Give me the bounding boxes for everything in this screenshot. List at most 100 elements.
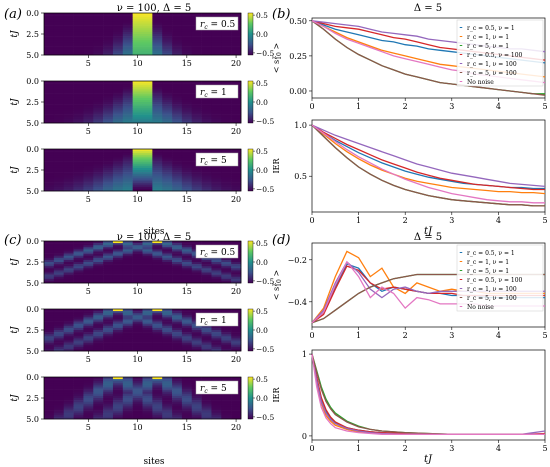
heat-cell xyxy=(162,336,173,339)
heat-cell xyxy=(231,340,242,343)
heat-cell xyxy=(132,13,143,16)
heat-cell xyxy=(172,383,183,386)
heat-cell xyxy=(103,340,114,343)
heat-cell xyxy=(172,21,183,24)
heat-cell xyxy=(152,272,163,275)
heat-cell xyxy=(191,398,202,401)
heat-cell xyxy=(231,44,242,47)
heat-cell xyxy=(73,280,84,284)
heat-cell xyxy=(181,27,193,31)
heat-cell xyxy=(93,102,104,105)
heat-cell xyxy=(231,412,242,416)
heat-cell xyxy=(112,334,124,337)
x-tick-label: 2 xyxy=(403,102,408,111)
heat-cell xyxy=(112,38,124,41)
heat-cell xyxy=(172,176,183,179)
heat-cell xyxy=(53,174,64,177)
heat-cell xyxy=(162,344,173,348)
heat-cell xyxy=(93,29,104,33)
heat-cell xyxy=(172,188,183,192)
heat-cell xyxy=(162,167,173,171)
heat-cell xyxy=(44,398,55,401)
heat-cell xyxy=(83,241,94,244)
heat-cell xyxy=(63,112,74,115)
heat-cell xyxy=(152,161,163,164)
heat-cell xyxy=(53,149,64,152)
heat-cell xyxy=(181,95,193,99)
heat-cell xyxy=(181,408,193,411)
heat-cell xyxy=(142,414,153,418)
heat-cell xyxy=(122,15,133,18)
heat-cell xyxy=(83,264,94,267)
heat-cell xyxy=(112,268,124,271)
heat-cell xyxy=(63,259,74,263)
heat-cell xyxy=(44,151,55,154)
heat-cell xyxy=(142,416,153,420)
heat-cell xyxy=(73,387,84,390)
heat-cell xyxy=(93,327,104,331)
heat-cell xyxy=(73,379,84,382)
heat-cell xyxy=(83,184,94,188)
heat-cell xyxy=(181,188,193,192)
heat-cell xyxy=(83,272,94,275)
heat-cell xyxy=(191,272,202,275)
heat-cell xyxy=(63,315,74,318)
heat-cell xyxy=(63,38,74,41)
heat-cell xyxy=(142,325,153,329)
heat-cell xyxy=(112,36,124,39)
heat-cell xyxy=(142,114,153,117)
heat-cell xyxy=(142,19,153,22)
heat-cell xyxy=(181,186,193,190)
heat-cell xyxy=(162,309,173,312)
heat-cell xyxy=(63,313,74,316)
heat-cell xyxy=(211,408,222,411)
heat-cell xyxy=(63,21,74,24)
heat-cell xyxy=(191,176,202,179)
heat-cell xyxy=(201,400,212,403)
heat-cell xyxy=(231,83,242,86)
heat-cell xyxy=(201,29,212,33)
heat-cell xyxy=(172,114,183,117)
heat-cell xyxy=(132,102,143,105)
heat-cell xyxy=(93,163,104,167)
heat-cell xyxy=(172,414,183,418)
heat-cell xyxy=(53,402,64,405)
x-tick-label: 10 xyxy=(132,287,142,296)
heat-cell xyxy=(152,40,163,43)
heat-cell xyxy=(53,311,64,314)
heat-cell xyxy=(53,323,64,327)
heat-cell xyxy=(53,83,64,86)
heat-cell xyxy=(172,17,183,20)
heat-cell xyxy=(181,120,193,124)
heat-cell xyxy=(73,182,84,185)
heat-cell xyxy=(172,42,183,45)
heat-cell xyxy=(142,249,153,252)
heat-cell xyxy=(152,348,163,352)
heat-cell xyxy=(211,31,222,35)
heat-cell xyxy=(152,83,163,86)
heat-cell xyxy=(132,280,143,284)
heat-cell xyxy=(162,251,173,254)
heat-cell xyxy=(112,315,124,318)
heat-cell xyxy=(172,264,183,267)
heat-cell xyxy=(162,272,173,275)
heat-cell xyxy=(172,334,183,337)
heat-cell xyxy=(191,99,202,103)
y-tick-label: 0.25 xyxy=(289,52,307,61)
heat-cell xyxy=(181,165,193,169)
heat-cell xyxy=(201,48,212,52)
heat-cell xyxy=(44,153,55,156)
heat-cell xyxy=(112,253,124,256)
heat-cell xyxy=(93,108,104,111)
heat-cell xyxy=(201,172,212,175)
heat-cell xyxy=(103,259,114,263)
heat-cell xyxy=(83,402,94,405)
heat-cell xyxy=(162,174,173,177)
heat-cell xyxy=(112,276,124,280)
heat-cell xyxy=(231,342,242,345)
heat-cell xyxy=(142,159,153,162)
heat-cell xyxy=(191,170,202,173)
heat-cell xyxy=(44,170,55,173)
heat-cell xyxy=(122,315,133,318)
heat-cell xyxy=(162,410,173,413)
